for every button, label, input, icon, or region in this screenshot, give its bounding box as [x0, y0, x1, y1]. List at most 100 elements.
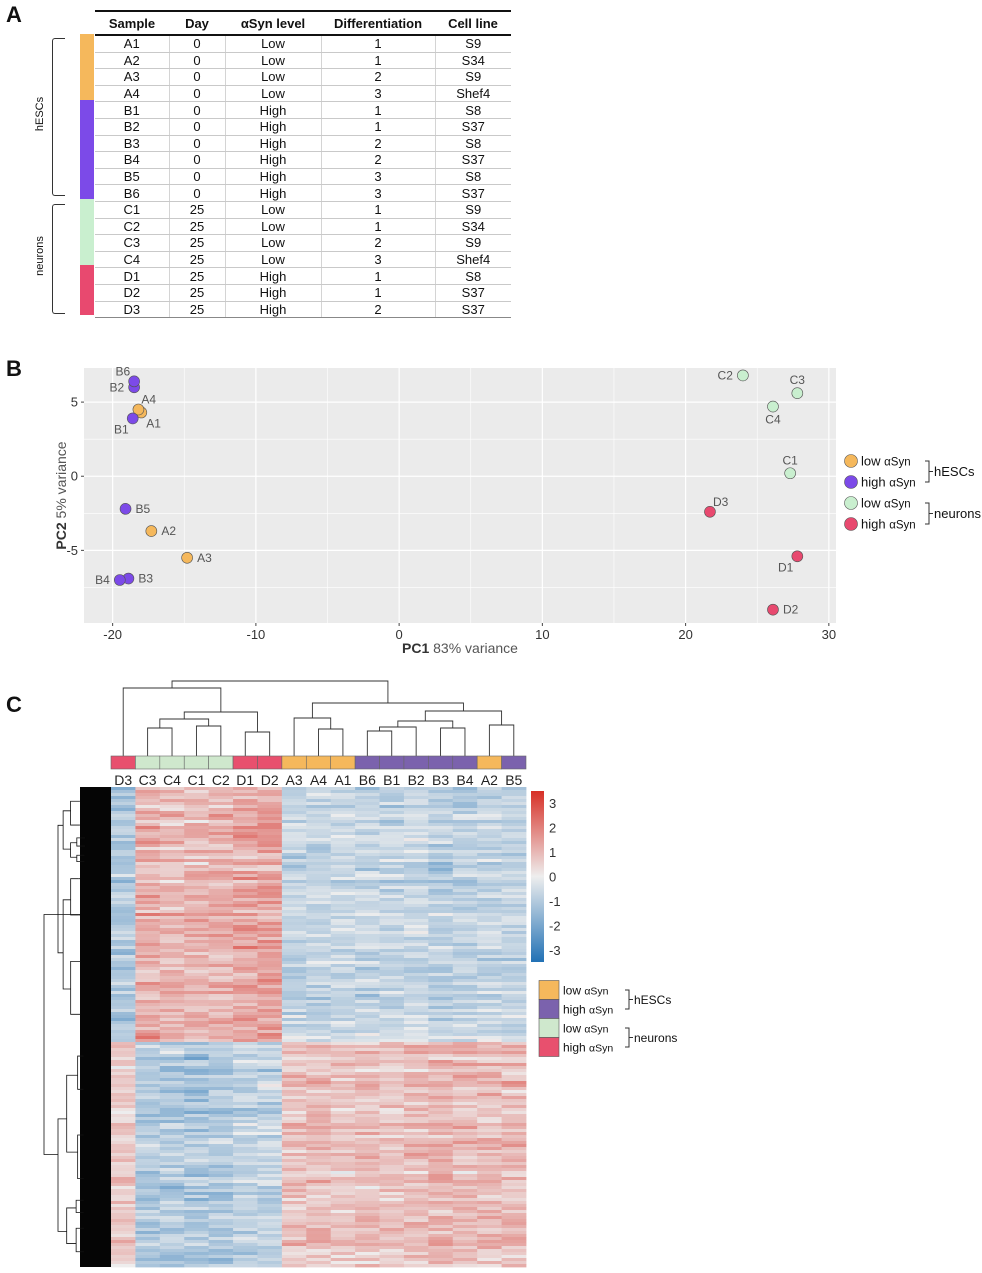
- heat-cell: [477, 865, 502, 869]
- heat-cell: [135, 823, 161, 827]
- heat-cell: [477, 787, 502, 791]
- heat-cell: [257, 970, 283, 974]
- heat-cell: [403, 1048, 429, 1052]
- heat-cell: [477, 1246, 502, 1250]
- heat-cell: [330, 1063, 356, 1067]
- heat-cell: [428, 1033, 454, 1037]
- heat-cell: [281, 1039, 307, 1043]
- heat-cell: [379, 952, 405, 956]
- heat-cell: [330, 985, 356, 989]
- point-label-B1: B1: [114, 422, 129, 436]
- heat-cell: [306, 1228, 332, 1232]
- heat-cell: [477, 889, 502, 893]
- heat-cell: [208, 823, 234, 827]
- heat-cell: [159, 1168, 185, 1172]
- heat-cell: [111, 994, 136, 998]
- heat-cell: [135, 853, 161, 857]
- heat-cell: [135, 1036, 161, 1040]
- heat-cell: [135, 1039, 161, 1043]
- heat-cell: [111, 799, 136, 803]
- table-cell-diff: 2: [321, 135, 436, 153]
- heat-cell: [111, 892, 136, 896]
- heat-cell: [208, 1117, 234, 1121]
- heat-cell: [501, 1051, 527, 1055]
- heat-cell: [330, 1240, 356, 1244]
- heat-cell: [501, 910, 527, 914]
- heat-cell: [477, 1012, 502, 1016]
- heat-cell: [135, 1225, 161, 1229]
- heat-cell: [233, 1255, 258, 1259]
- heat-cell: [111, 1036, 136, 1040]
- heat-cell: [111, 1120, 136, 1124]
- heat-cell: [208, 790, 234, 794]
- heat-cell: [184, 1027, 210, 1031]
- heat-cell: [355, 1246, 380, 1250]
- heat-cell: [281, 1132, 307, 1136]
- heat-cell: [208, 1165, 234, 1169]
- heat-cell: [452, 1108, 478, 1112]
- heat-cell: [501, 1144, 527, 1148]
- heat-cell: [379, 1180, 405, 1184]
- heat-cell: [379, 1018, 405, 1022]
- heat-cell: [111, 1213, 136, 1217]
- heat-cell: [135, 967, 161, 971]
- heat-cell: [501, 814, 527, 818]
- point-label-A2: A2: [161, 524, 176, 538]
- heat-cell: [379, 838, 405, 842]
- heat-cell: [330, 1060, 356, 1064]
- heat-cell: [452, 1126, 478, 1130]
- heat-cell: [355, 922, 380, 926]
- heat-cell: [452, 1000, 478, 1004]
- heat-cell: [111, 1234, 136, 1238]
- heat-cell: [184, 841, 210, 845]
- heat-cell: [135, 820, 161, 824]
- heat-cell: [428, 976, 454, 980]
- heat-cell: [330, 961, 356, 965]
- heat-cell: [233, 991, 258, 995]
- heat-cell: [208, 1216, 234, 1220]
- heat-cell: [159, 802, 185, 806]
- heat-cell: [477, 1042, 502, 1046]
- heat-cell: [257, 1105, 283, 1109]
- heat-cell: [452, 1099, 478, 1103]
- heat-cell: [428, 901, 454, 905]
- heat-cell: [330, 1237, 356, 1241]
- heat-cell: [501, 1198, 527, 1202]
- heat-cell: [111, 1012, 136, 1016]
- heat-cell: [306, 1246, 332, 1250]
- heat-cell: [355, 1063, 380, 1067]
- heat-cell: [233, 919, 258, 923]
- heat-cell: [452, 946, 478, 950]
- heat-cell: [403, 799, 429, 803]
- heat-cell: [281, 880, 307, 884]
- heat-cell: [403, 1165, 429, 1169]
- heat-cell: [159, 1003, 185, 1007]
- heat-cell: [452, 1174, 478, 1178]
- heat-cell: [306, 1159, 332, 1163]
- heat-cell: [501, 1204, 527, 1208]
- heat-cell: [159, 1081, 185, 1085]
- heat-cell: [184, 1120, 210, 1124]
- heat-cell: [379, 1081, 405, 1085]
- heat-cell: [306, 820, 332, 824]
- heat-cell: [111, 1171, 136, 1175]
- heat-cell: [428, 1222, 454, 1226]
- heat-cell: [306, 826, 332, 830]
- heat-cell: [403, 1177, 429, 1181]
- heat-cell: [257, 895, 283, 899]
- heat-cell: [111, 985, 136, 989]
- column-annotation-C2: [208, 755, 234, 770]
- heat-cell: [233, 1000, 258, 1004]
- heat-cell: [233, 1084, 258, 1088]
- heat-cell: [403, 901, 429, 905]
- heat-cell: [281, 1228, 307, 1232]
- heat-cell: [208, 904, 234, 908]
- heat-cell: [501, 1102, 527, 1106]
- heat-cell: [355, 1171, 380, 1175]
- heat-cell: [208, 1087, 234, 1091]
- table-cell-sample: C1: [95, 201, 170, 219]
- heat-cell: [379, 841, 405, 845]
- heat-cell: [208, 1189, 234, 1193]
- heat-cell: [403, 1150, 429, 1154]
- heat-cell: [452, 865, 478, 869]
